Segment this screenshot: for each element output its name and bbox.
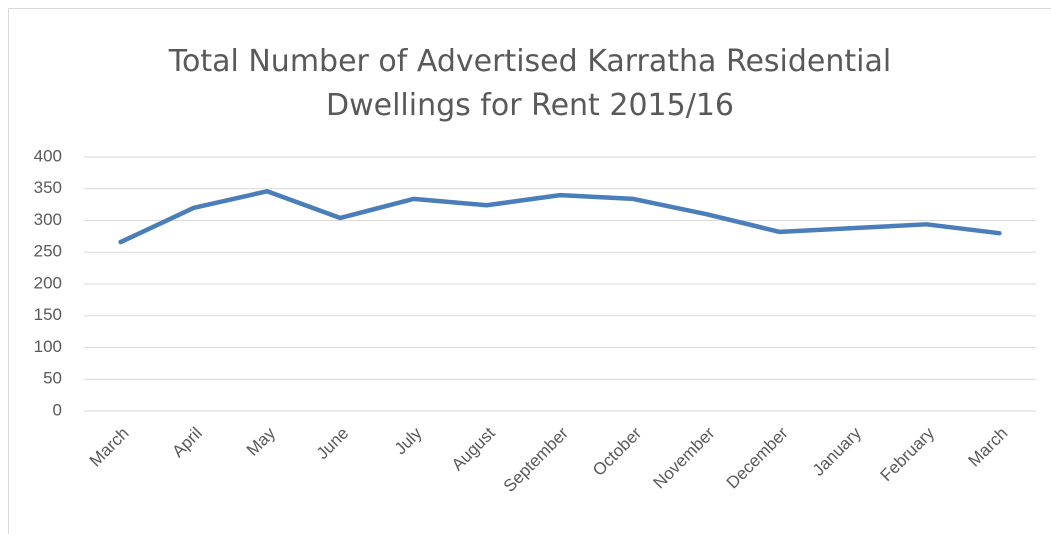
y-tick-label: 400 <box>34 146 62 165</box>
x-tick-label: December <box>723 423 792 492</box>
x-tick-label: May <box>243 423 279 459</box>
x-tick-label: March <box>86 424 133 471</box>
y-tick-label: 100 <box>34 337 62 356</box>
x-tick-label: November <box>650 423 719 492</box>
x-tick-label: April <box>168 424 205 461</box>
x-tick-label: September <box>500 423 572 495</box>
x-tick-label: March <box>965 424 1012 471</box>
x-tick-label: October <box>589 423 645 479</box>
y-tick-label: 300 <box>34 210 62 229</box>
y-tick-label: 250 <box>34 242 62 261</box>
chart-border <box>8 8 1051 534</box>
x-tick-label: August <box>448 423 499 474</box>
y-tick-label: 350 <box>34 178 62 197</box>
y-tick-label: 0 <box>53 400 62 419</box>
x-tick-label: June <box>313 424 353 464</box>
x-tick-label: January <box>809 423 866 480</box>
y-tick-label: 200 <box>34 273 62 292</box>
chart-title: Total Number of Advertised Karratha Resi… <box>168 44 892 123</box>
x-tick-label: February <box>877 423 939 485</box>
x-tick-label: July <box>391 423 426 458</box>
y-tick-label: 150 <box>34 305 62 324</box>
y-tick-label: 50 <box>43 369 62 388</box>
data-line <box>118 189 1002 245</box>
